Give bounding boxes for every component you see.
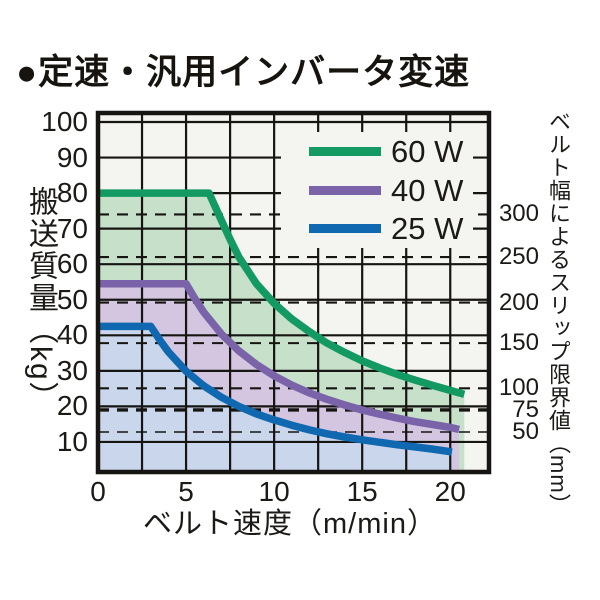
legend-swatch (309, 224, 381, 233)
right-tick-label: 150 (498, 329, 539, 357)
series-line-60w (98, 189, 466, 398)
legend-swatch (309, 147, 381, 156)
y-tick-label: 40 (56, 319, 88, 351)
chart-title: ●定速・汎用インバータ変速 (16, 53, 471, 92)
legend-label: 40 W (391, 172, 464, 208)
y-axis-label: 搬送質量（kg） (24, 186, 57, 414)
y-tick-label: 80 (56, 177, 88, 209)
right-tick-label: 50 (512, 417, 539, 445)
series-line-25w (98, 322, 453, 456)
plot-frame (95, 110, 492, 475)
y-tick-label: 20 (56, 390, 88, 422)
x-tick-label: 10 (258, 476, 290, 507)
y-tick-label: 50 (56, 283, 88, 315)
x-tick-label: 5 (178, 476, 194, 507)
right-tick-label: 300 (498, 200, 539, 228)
y-tick-label: 70 (56, 212, 88, 244)
right-tick-label: 250 (498, 243, 539, 271)
y-tick-label: 10 (56, 425, 88, 457)
legend: 60 W 40 W 25 W (281, 132, 473, 248)
legend-item: 25 W (281, 213, 473, 244)
legend-swatch (309, 185, 381, 195)
x-tick-label: 0 (90, 476, 106, 507)
y-tick-label: 100 (41, 106, 88, 137)
x-axis-label: ベルト速度（m/min） (143, 508, 437, 540)
y-tick-label: 60 (56, 248, 88, 280)
x-tick-label: 20 (434, 476, 466, 507)
legend-item: 60 W (281, 136, 473, 167)
legend-label: 60 W (391, 134, 464, 169)
right-axis-label: ベルト幅によるスリップ限界値（mm） (546, 110, 571, 517)
right-tick-label: 100 (498, 374, 539, 402)
y-tick-label: 30 (56, 354, 88, 386)
x-tick-label: 15 (346, 476, 378, 507)
legend-label: 25 W (391, 211, 464, 246)
series-line-40w (98, 280, 460, 434)
legend-item: 40 W (281, 175, 473, 206)
y-tick-label: 90 (56, 141, 88, 173)
right-tick-label: 200 (498, 288, 539, 316)
right-tick-label: 75 (512, 395, 539, 423)
